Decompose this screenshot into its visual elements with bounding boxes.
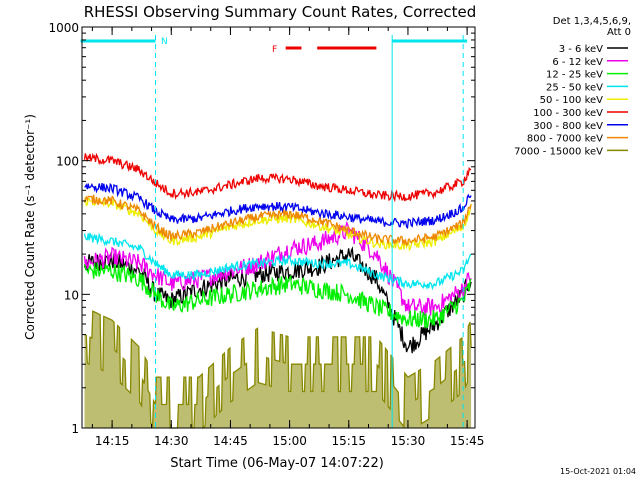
x-tick-label-1: 14:30 xyxy=(154,434,189,448)
y-tick-label-3: 1000 xyxy=(48,21,79,35)
x-tick-label-6: 15:45 xyxy=(450,434,485,448)
legend: Det 1,3,4,5,6,9,Att 0 3 - 6 keV 6 - 12 keV… xyxy=(514,16,631,157)
series-50-100-kev xyxy=(84,196,472,252)
y-tick-label-0: 1 xyxy=(71,422,79,436)
timestamp: 15-Oct-2021 01:04 xyxy=(560,467,636,476)
legend-label-12-25-kev: 12 - 25 keV xyxy=(546,70,603,81)
x-tick-label-2: 14:45 xyxy=(213,434,248,448)
flag-label-f: F xyxy=(272,45,277,55)
plot-frame xyxy=(81,26,476,429)
legend-label-300-800-kev: 300 - 800 keV xyxy=(533,121,603,132)
series-line-3-6-kev xyxy=(83,246,472,354)
series-7000-15000-kev xyxy=(84,310,472,430)
y-tick-label-1: 10 xyxy=(64,288,79,302)
legend-header-1: Att 0 xyxy=(607,27,631,38)
legend-label-7000-15000-kev: 7000 - 15000 keV xyxy=(514,146,603,157)
series-3-6-kev xyxy=(83,246,472,354)
series-line-100-300-kev xyxy=(83,152,472,203)
x-tick-label-5: 15:30 xyxy=(391,434,426,448)
chart-title: RHESSI Observing Summary Count Rates, Co… xyxy=(84,3,477,21)
x-tick-label-0: 14:15 xyxy=(95,434,130,448)
axes: 1 10 100 1000 14:15 14:30 14:45 15:00 15:15 15:30… xyxy=(48,21,484,448)
legend-label-800-7000-kev: 800 - 7000 keV xyxy=(527,134,603,145)
series-25-50-kev xyxy=(83,232,472,291)
series-12-25-kev xyxy=(83,262,472,329)
legend-label-100-300-kev: 100 - 300 keV xyxy=(533,108,603,119)
series-line-12-25-kev xyxy=(83,262,472,329)
y-tick-label-2: 100 xyxy=(56,155,79,169)
legend-label-3-6-kev: 3 - 6 keV xyxy=(559,44,603,55)
series-800-7000-kev xyxy=(83,194,472,246)
legend-label-6-12-kev: 6 - 12 keV xyxy=(552,57,603,68)
series-100-300-kev xyxy=(83,152,472,203)
x-tick-label-4: 15:15 xyxy=(331,434,366,448)
series-line-25-50-kev xyxy=(83,232,472,291)
flag-label-n: N xyxy=(161,37,168,47)
series-6-12-kev xyxy=(83,220,472,316)
x-axis-label: Start Time (06-May-07 14:07:22) xyxy=(170,456,384,471)
x-tick-label-3: 15:00 xyxy=(272,434,307,448)
series-fill-7000-15000-kev xyxy=(84,311,472,428)
plot-area: NF xyxy=(80,35,472,430)
series-line-300-800-kev xyxy=(84,182,472,230)
legend-label-25-50-kev: 25 - 50 keV xyxy=(546,82,603,93)
legend-header-0: Det 1,3,4,5,6,9, xyxy=(553,16,631,27)
series-line-50-100-kev xyxy=(84,196,472,252)
legend-label-50-100-kev: 50 - 100 keV xyxy=(540,95,604,106)
y-axis-label: Corrected Count Rate (s⁻¹ detector⁻¹) xyxy=(23,114,37,340)
series-line-6-12-kev xyxy=(83,220,472,316)
series-line-800-7000-kev xyxy=(83,194,472,246)
series-300-800-kev xyxy=(84,182,472,230)
